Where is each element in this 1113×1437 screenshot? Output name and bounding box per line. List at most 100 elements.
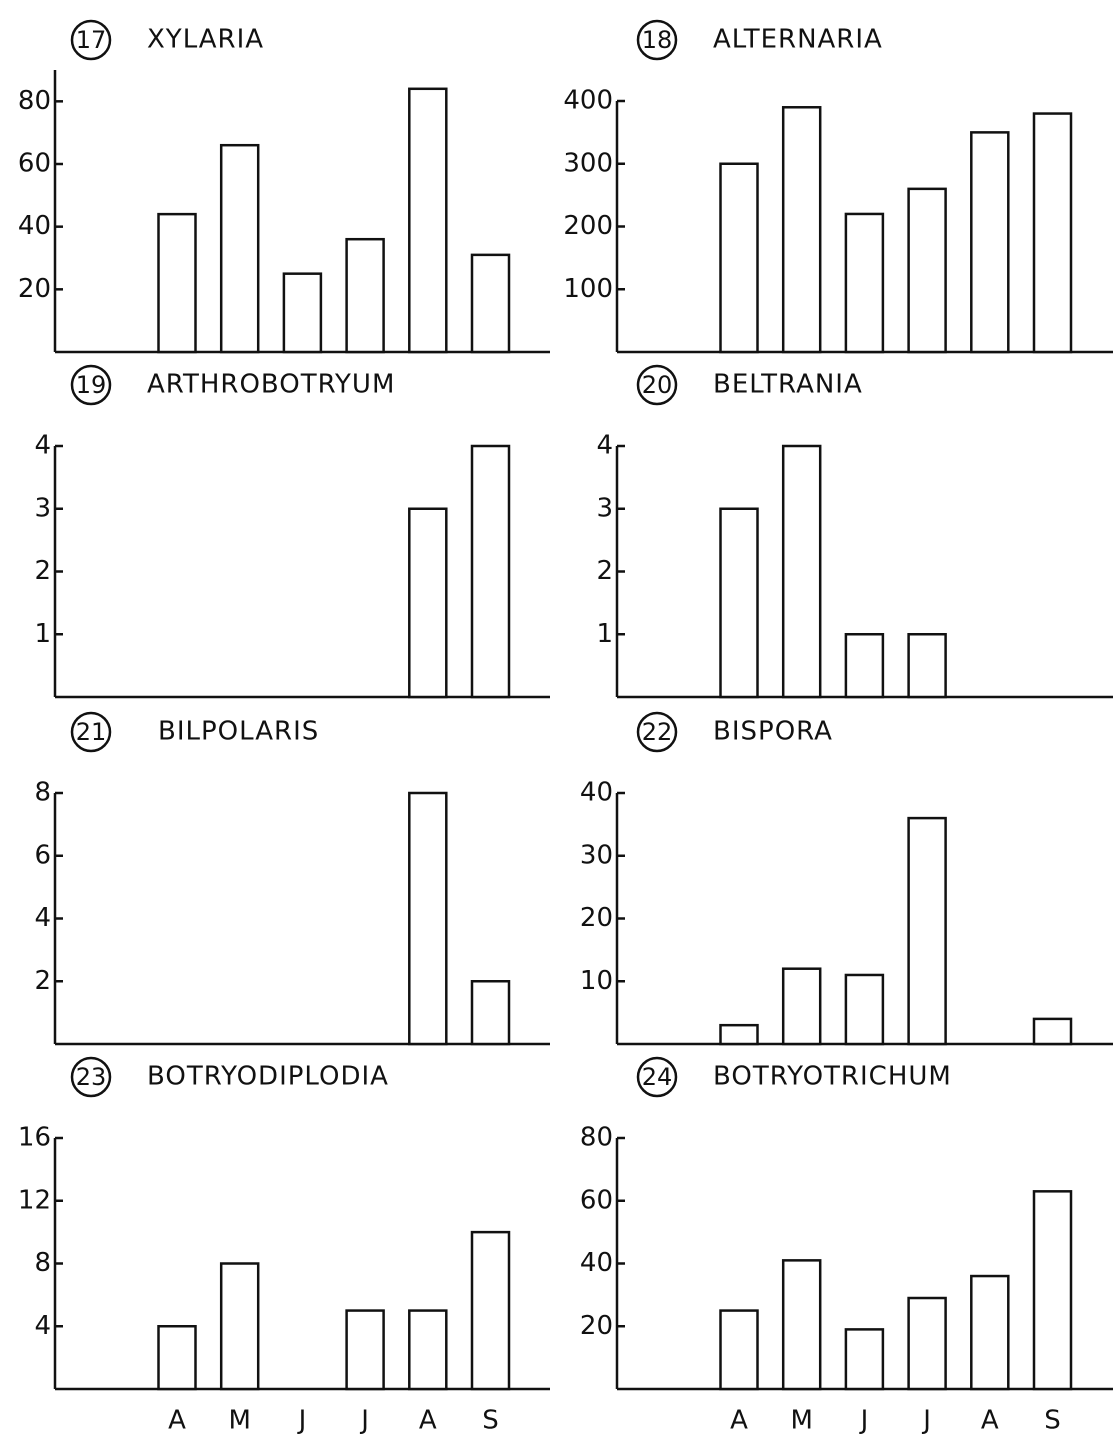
x-tick-label: A (981, 1406, 999, 1436)
y-tick-label: 100 (563, 274, 613, 304)
bar (219, 143, 260, 354)
chart-title: BILPOLARIS (158, 717, 319, 747)
chart-title: ALTERNARIA (713, 25, 883, 55)
y-tick-label: 1 (34, 619, 51, 649)
bar (844, 633, 885, 699)
bar (781, 1259, 822, 1391)
bar (408, 1309, 448, 1391)
x-tick-label: M (228, 1406, 250, 1436)
bar (781, 444, 822, 699)
chart-title: XYLARIA (147, 25, 264, 55)
bar (470, 1230, 511, 1391)
chart-number: 21 (76, 718, 107, 746)
number-circle (70, 711, 112, 753)
bar (157, 1325, 197, 1391)
y-tick-label: 8 (34, 778, 51, 808)
bar (719, 1309, 759, 1391)
bar (345, 1309, 385, 1391)
y-tick-label: 6 (34, 840, 51, 870)
bar (408, 507, 448, 699)
bar (719, 507, 759, 699)
y-tick-label: 60 (18, 149, 51, 179)
chart-title: ARTHROBOTRYUM (147, 370, 395, 400)
chart-number: 24 (642, 1063, 673, 1091)
number-circle (70, 364, 112, 406)
y-tick-label: 12 (18, 1185, 51, 1215)
x-tick-label: J (921, 1406, 931, 1436)
x-tick-label: S (1044, 1406, 1061, 1436)
bar (907, 187, 947, 354)
bar (157, 212, 197, 354)
chart-title: BELTRANIA (713, 370, 863, 400)
y-tick-label: 4 (596, 431, 613, 461)
bar (907, 816, 947, 1046)
y-tick-label: 3 (596, 493, 613, 523)
y-tick-label: 60 (580, 1185, 613, 1215)
x-tick-label: S (482, 1406, 499, 1436)
y-tick-label: 80 (18, 86, 51, 116)
bar (844, 212, 885, 354)
chart-number: 23 (76, 1063, 107, 1091)
number-circle (636, 19, 678, 61)
bar (844, 973, 885, 1046)
y-tick-label: 16 (18, 1123, 51, 1153)
y-tick-label: 80 (580, 1123, 613, 1153)
bar (470, 980, 511, 1046)
number-circle (636, 711, 678, 753)
y-tick-label: 1 (596, 619, 613, 649)
bar (282, 272, 323, 354)
bar (1032, 1190, 1073, 1391)
bar (907, 633, 947, 699)
number-circle (70, 19, 112, 61)
bar (907, 1296, 947, 1391)
bar (408, 791, 448, 1046)
y-tick-label: 4 (34, 903, 51, 933)
y-tick-label: 4 (34, 1311, 51, 1341)
chart-number: 19 (76, 371, 107, 399)
x-tick-label: A (168, 1406, 186, 1436)
y-tick-label: 2 (596, 556, 613, 586)
chart-number: 17 (76, 26, 107, 54)
y-tick-label: 20 (18, 274, 51, 304)
bar (470, 444, 511, 699)
x-tick-label: J (297, 1406, 307, 1436)
y-tick-label: 200 (563, 211, 613, 241)
bar (719, 1023, 759, 1046)
x-tick-label: J (859, 1406, 869, 1436)
y-tick-label: 40 (18, 211, 51, 241)
bar (219, 1262, 260, 1391)
y-tick-label: 20 (580, 1311, 613, 1341)
chart-number: 22 (642, 718, 673, 746)
y-tick-label: 2 (34, 966, 51, 996)
y-tick-label: 2 (34, 556, 51, 586)
bar (1032, 112, 1073, 354)
x-tick-label: A (419, 1406, 437, 1436)
bar (781, 106, 822, 354)
bar (970, 131, 1010, 354)
number-circle (636, 364, 678, 406)
bar (1032, 1017, 1073, 1046)
y-tick-label: 20 (580, 903, 613, 933)
bar (719, 162, 759, 354)
x-tick-label: M (790, 1406, 812, 1436)
bar (408, 87, 448, 354)
bar (970, 1274, 1010, 1391)
number-circle (70, 1056, 112, 1098)
x-tick-label: A (730, 1406, 748, 1436)
y-tick-label: 4 (34, 431, 51, 461)
bar (470, 253, 511, 354)
y-tick-label: 400 (563, 86, 613, 116)
chart-title: BOTRYODIPLODIA (147, 1062, 389, 1092)
y-tick-label: 10 (580, 966, 613, 996)
bar (345, 237, 385, 354)
number-circle (636, 1056, 678, 1098)
y-tick-label: 30 (580, 840, 613, 870)
chart-title: BISPORA (713, 717, 833, 747)
x-tick-label: J (359, 1406, 369, 1436)
y-tick-label: 3 (34, 493, 51, 523)
y-tick-label: 40 (580, 1248, 613, 1278)
chart-title: BOTRYOTRICHUM (713, 1062, 952, 1092)
bar (844, 1328, 885, 1391)
bar (781, 967, 822, 1046)
